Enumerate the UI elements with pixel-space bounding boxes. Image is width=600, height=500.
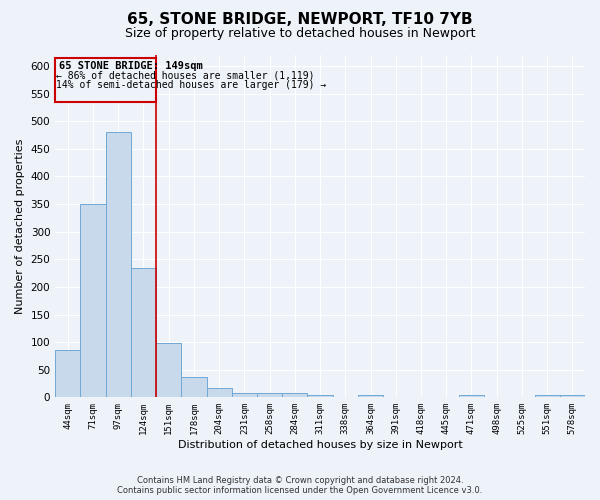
Bar [358, 394, 383, 398]
Bar [206, 388, 232, 398]
Bar [80, 204, 106, 398]
Text: Contains HM Land Registry data © Crown copyright and database right 2024.
Contai: Contains HM Land Registry data © Crown c… [118, 476, 482, 495]
Bar [156, 343, 181, 398]
Bar [55, 350, 80, 398]
FancyBboxPatch shape [55, 58, 155, 102]
Bar [181, 377, 206, 398]
Bar [257, 393, 282, 398]
Bar [535, 394, 560, 398]
Bar [560, 394, 585, 398]
Bar [307, 395, 332, 398]
Text: Size of property relative to detached houses in Newport: Size of property relative to detached ho… [125, 28, 475, 40]
Y-axis label: Number of detached properties: Number of detached properties [15, 138, 25, 314]
Text: 14% of semi-detached houses are larger (179) →: 14% of semi-detached houses are larger (… [56, 80, 326, 90]
Bar [131, 268, 156, 398]
Bar [232, 394, 257, 398]
Text: 65, STONE BRIDGE, NEWPORT, TF10 7YB: 65, STONE BRIDGE, NEWPORT, TF10 7YB [127, 12, 473, 28]
Bar [106, 132, 131, 398]
Text: 65 STONE BRIDGE: 149sqm: 65 STONE BRIDGE: 149sqm [59, 60, 203, 70]
X-axis label: Distribution of detached houses by size in Newport: Distribution of detached houses by size … [178, 440, 463, 450]
Text: ← 86% of detached houses are smaller (1,119): ← 86% of detached houses are smaller (1,… [56, 70, 315, 81]
Bar [282, 393, 307, 398]
Bar [459, 394, 484, 398]
